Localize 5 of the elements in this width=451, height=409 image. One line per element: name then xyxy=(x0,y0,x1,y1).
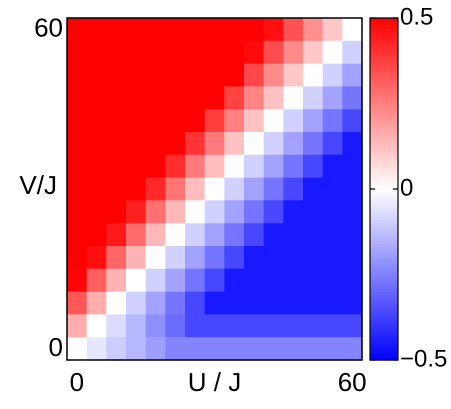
color-bar-label: 0.5 xyxy=(400,4,434,31)
x-axis-title: U / J xyxy=(188,367,242,398)
color-bar-label: 0 xyxy=(400,174,414,202)
color-bar-label: −0.5 xyxy=(400,346,448,373)
y-axis-title: V/J xyxy=(19,170,57,200)
